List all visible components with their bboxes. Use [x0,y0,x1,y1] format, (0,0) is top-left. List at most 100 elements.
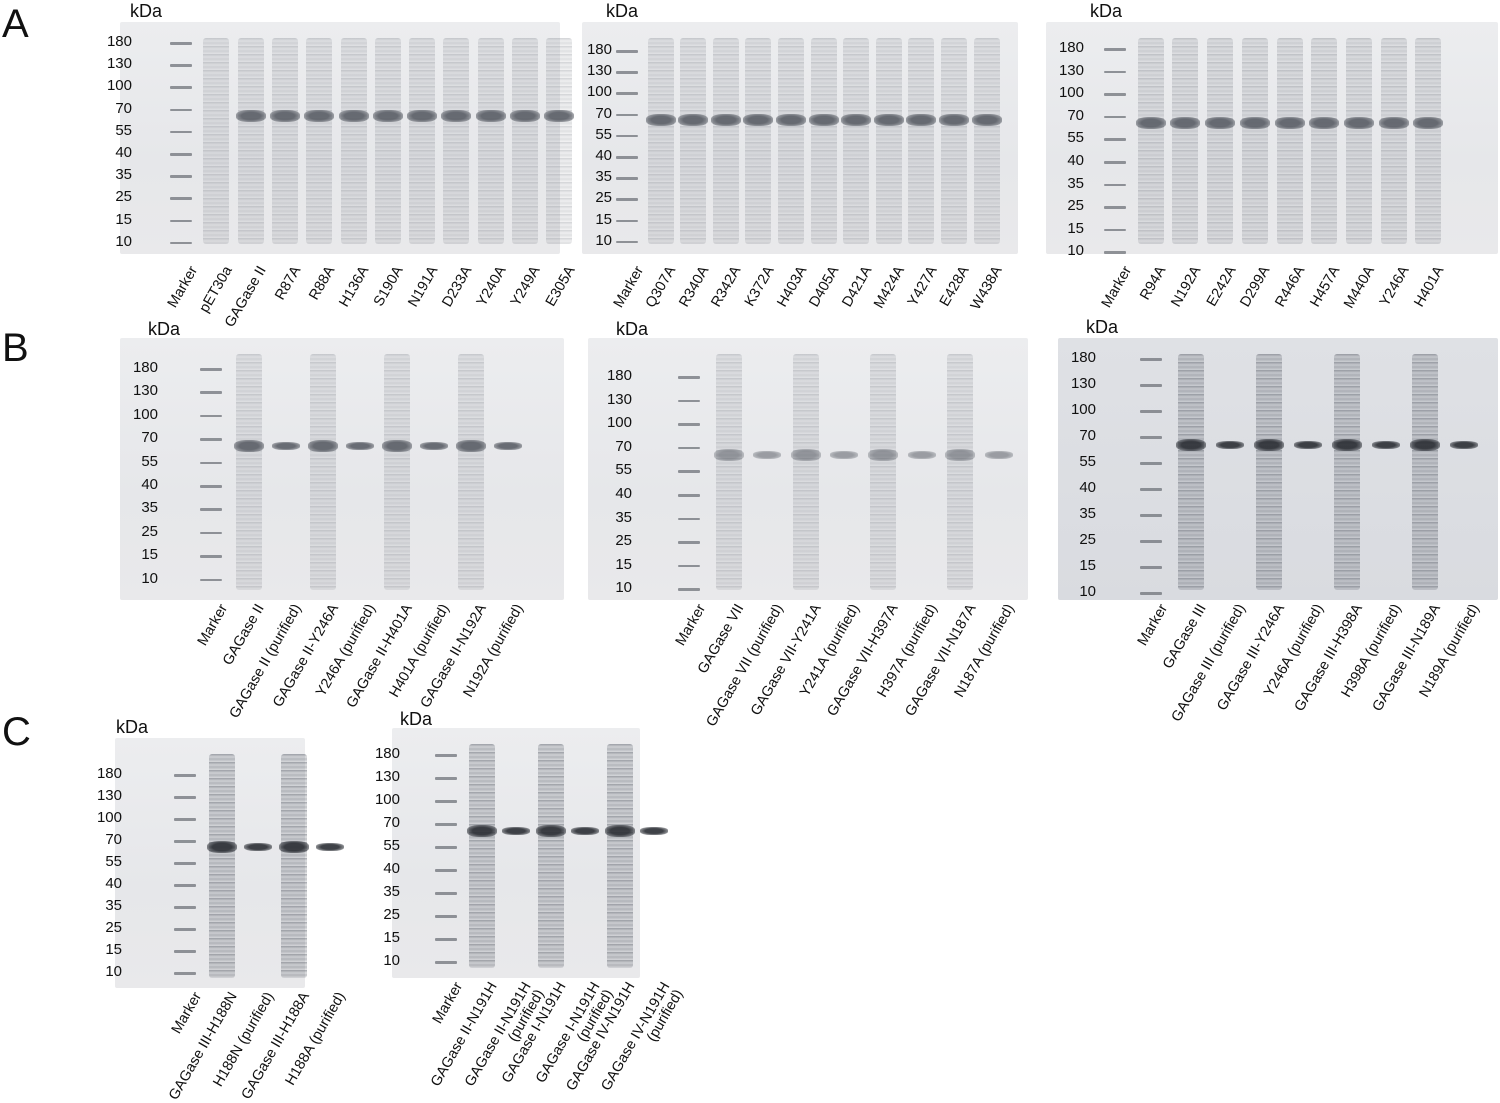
lane-label: K372A [741,263,778,310]
protein-band [776,114,806,127]
mw-marker-label: 35 [383,883,400,900]
mw-marker-label: 100 [106,77,132,95]
protein-band [1450,441,1478,449]
mw-marker-label: 40 [1079,479,1096,496]
ladder-band [435,915,457,918]
ladder-band [616,240,638,244]
ladder-band [678,446,700,450]
mw-marker-label: 180 [106,33,132,50]
protein-band [304,109,335,122]
protein-band [510,109,540,122]
lane-label: Marker [1134,601,1171,649]
ladder-band [1104,161,1126,164]
lane-label: R88A [306,263,339,303]
mw-marker-label: 55 [615,461,632,479]
ladder-band [1140,384,1162,387]
ladder-band [1104,206,1126,209]
ladder-band [174,950,196,953]
mw-marker-label: 40 [115,144,132,161]
lane-label: E242A [1203,263,1240,310]
ladder-band [200,578,222,582]
mw-marker-label: 180 [1058,39,1084,56]
ladder-band [174,862,196,865]
ladder-band [678,376,700,379]
mw-marker-label: 55 [141,452,158,470]
ladder-band [616,156,638,159]
protein-band [1343,117,1374,130]
lane-smear [546,38,573,244]
mw-marker-label: 40 [615,485,632,502]
ladder-band [435,823,457,826]
lane-smear [306,38,333,244]
mw-marker-label: 15 [383,929,400,946]
ladder-band [616,92,638,95]
lane-label: D233A [439,263,476,310]
ladder-band [435,892,457,895]
mw-marker-label: 130 [606,390,632,408]
mw-marker-label: 10 [1079,583,1096,600]
mw-marker-label: 70 [595,104,612,122]
ladder-band [1140,410,1162,413]
lane-smear [947,354,974,590]
ladder-band [435,938,457,941]
mw-marker-label: 10 [115,232,132,250]
mw-marker-label: 10 [595,231,612,249]
lane-label: R342A [708,263,745,310]
protein-band [544,109,575,122]
mw-marker-label: 130 [374,768,400,785]
protein-band [753,450,782,459]
lane-label: Marker [672,601,709,649]
protein-band [1254,439,1284,451]
ladder-band [678,399,700,403]
protein-band [713,448,744,461]
ladder-band [174,818,196,821]
ladder-band [616,219,638,223]
mw-marker-label: 25 [383,906,400,923]
mw-marker-label: 15 [105,941,122,958]
protein-band [338,109,369,122]
ladder-band [678,470,700,473]
lane-smear [1334,354,1360,590]
protein-band [1410,439,1440,451]
ladder-band [435,869,457,872]
ladder-band [174,774,196,777]
protein-band [1309,117,1340,130]
lane-label: GAGase VII-Y241A [748,601,825,719]
ladder-band [678,588,700,591]
kda-unit-label: kDa [116,717,149,737]
protein-band [244,843,272,851]
ladder-band [1104,251,1126,254]
mw-marker-label: 130 [586,62,612,80]
lane-smear [468,744,495,968]
mw-marker-label: 10 [615,579,632,597]
protein-band [1274,117,1305,130]
lane-smear [203,38,230,244]
ladder-band [435,961,457,964]
mw-marker-label: 55 [105,853,122,870]
ladder-band [1104,48,1126,51]
protein-band [984,450,1013,459]
protein-band [907,450,936,459]
ladder-band [170,42,192,45]
ladder-band [616,198,638,201]
lane-label: M424A [870,263,908,312]
protein-band [1135,117,1166,130]
ladder-band [200,438,222,441]
lane-label: R94A [1137,263,1170,303]
mw-marker-label: 180 [586,41,612,58]
protein-band [466,824,497,837]
lane-label: Marker [429,979,466,1027]
mw-marker-label: 40 [141,476,158,493]
mw-marker-label: 70 [105,831,122,848]
lane-label: R87A [271,263,304,303]
protein-band [272,441,300,450]
lane-smear [1345,38,1372,244]
mw-marker-label: 55 [595,125,612,143]
lane-smear [236,354,262,590]
mw-marker-label: 180 [1070,349,1096,366]
ladder-band [200,485,222,488]
lane-label: H136A [336,263,373,310]
mw-marker-label: 40 [383,860,400,877]
lane-label: M440A [1341,263,1378,312]
lane-label: E305A [542,263,579,310]
